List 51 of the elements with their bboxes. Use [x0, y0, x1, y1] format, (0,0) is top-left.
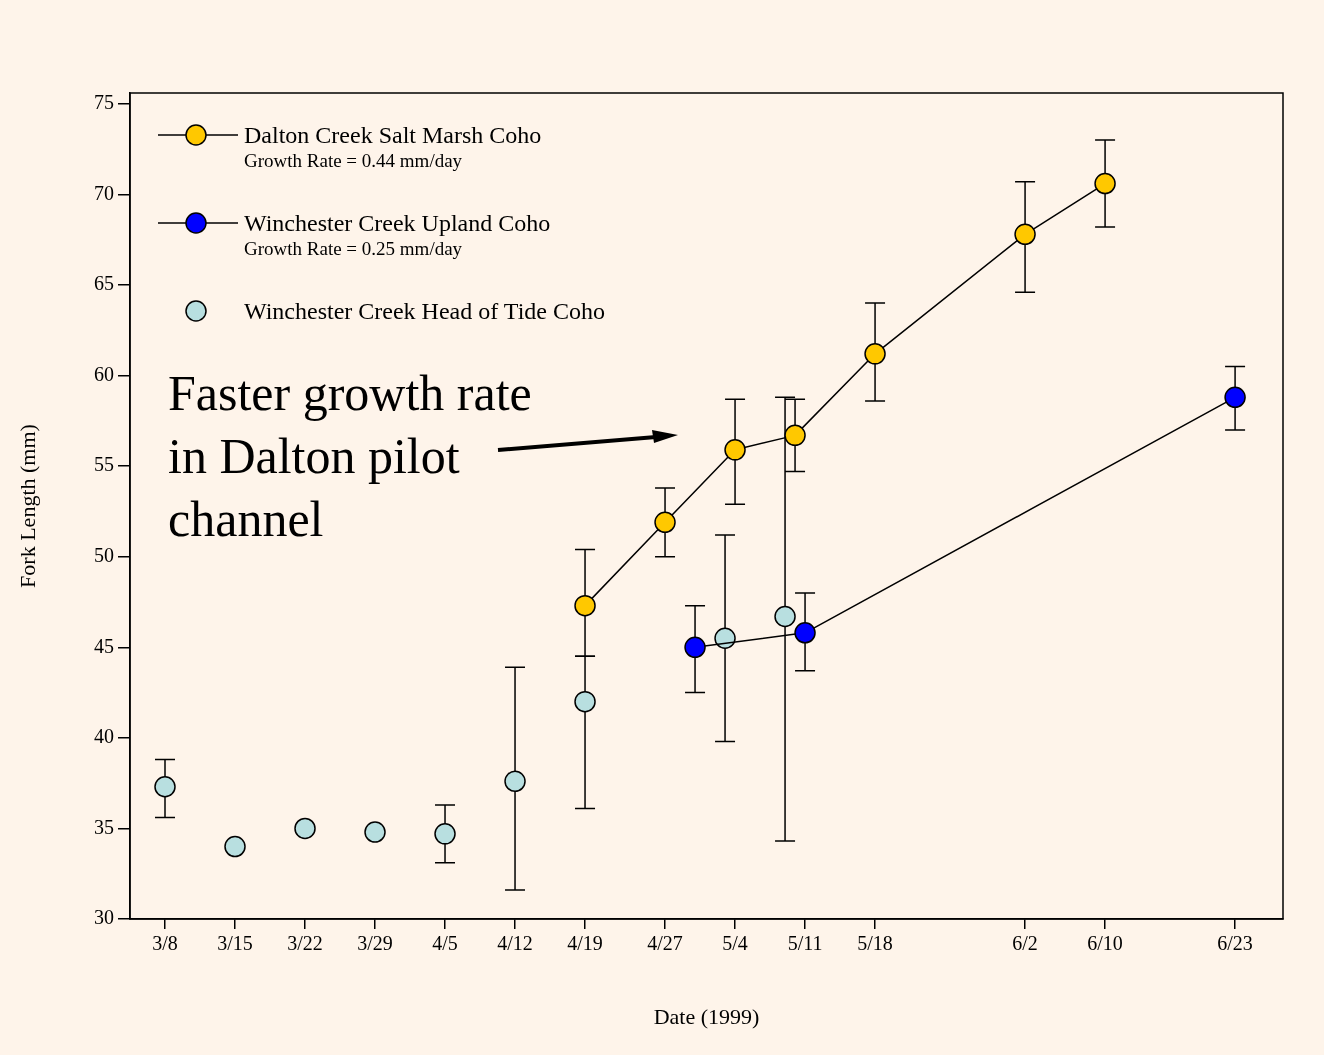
y-tick-label: 60: [94, 362, 114, 385]
y-tick-label: 55: [94, 453, 114, 476]
x-axis-title: Date (1999): [653, 1003, 760, 1029]
point: [364, 821, 386, 843]
point: [784, 424, 806, 447]
point: [1224, 386, 1246, 409]
point: [714, 627, 736, 649]
x-tick-label: 4/5: [432, 932, 458, 955]
y-tick-label: 30: [94, 906, 114, 929]
point: [774, 605, 796, 628]
point: [684, 636, 706, 659]
legend-label: Dalton Creek Salt Marsh Coho: [244, 121, 542, 150]
point: [154, 776, 176, 798]
point: [724, 439, 746, 461]
y-tick-label: 50: [94, 543, 114, 566]
x-tick-label: 3/8: [152, 932, 178, 955]
point: [224, 835, 246, 858]
point: [574, 690, 596, 713]
legend-label: Winchester Creek Upland Coho: [244, 209, 551, 238]
point: [504, 770, 526, 793]
x-tick-label: 3/15: [217, 932, 253, 955]
y-axis-title: Fork Length (mm): [14, 424, 40, 588]
point: [1014, 223, 1036, 246]
annotation: Faster growth rate in Dalton pilot channel: [168, 364, 532, 549]
x-tick-label: 6/23: [1217, 932, 1253, 955]
x-tick-label: 6/10: [1087, 932, 1123, 955]
y-tick-label: 45: [94, 634, 114, 657]
x-tick-label: 4/19: [567, 932, 603, 955]
y-tick-label: 75: [94, 91, 114, 114]
annotation: Growth Rate = 0.25 mm/day: [244, 238, 464, 260]
x-tick-label: 6/2: [1012, 932, 1038, 955]
x-tick-label: 5/11: [787, 932, 823, 955]
point: [864, 343, 886, 365]
point: [794, 622, 816, 644]
legend-label: Winchester Creek Head of Tide Coho: [244, 297, 605, 326]
x-tick-label: 3/29: [357, 932, 393, 955]
y-tick-label: 40: [94, 725, 114, 748]
point: [1094, 172, 1116, 195]
point: [294, 817, 316, 840]
x-tick-label: 4/27: [647, 932, 683, 955]
x-tick-label: 3/22: [287, 932, 323, 955]
annotation: Growth Rate = 0.44 mm/day: [244, 150, 464, 172]
x-tick-label: 4/12: [497, 932, 533, 955]
point: [574, 594, 596, 617]
x-tick-label: 5/18: [857, 932, 893, 955]
point: [434, 823, 456, 845]
x-tick-label: 5/4: [722, 932, 748, 955]
y-tick-label: 35: [94, 815, 114, 838]
y-tick-label: 65: [94, 272, 114, 295]
y-tick-label: 70: [94, 181, 114, 204]
point: [654, 511, 676, 534]
